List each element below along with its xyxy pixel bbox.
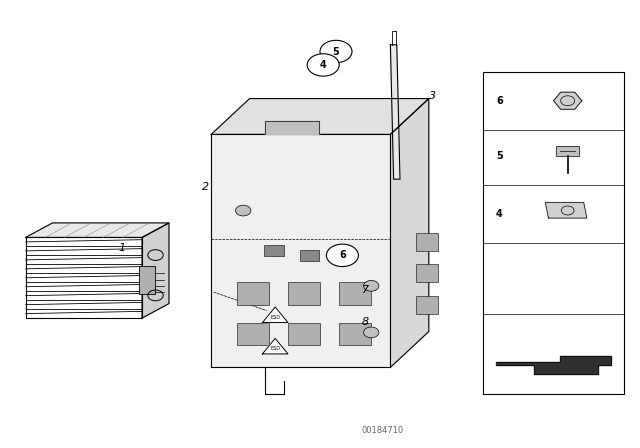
Polygon shape: [26, 223, 169, 237]
Text: ESD: ESD: [270, 346, 280, 351]
Text: 7: 7: [362, 285, 369, 295]
Bar: [139, 266, 155, 294]
Bar: [237, 282, 269, 305]
Circle shape: [320, 40, 352, 63]
Bar: [416, 233, 438, 251]
Circle shape: [364, 280, 379, 291]
Circle shape: [307, 54, 339, 76]
Circle shape: [326, 244, 358, 267]
Polygon shape: [142, 223, 169, 318]
Bar: [237, 323, 269, 345]
Polygon shape: [262, 307, 288, 323]
Bar: [264, 245, 284, 256]
Polygon shape: [496, 356, 611, 374]
Text: 4: 4: [496, 209, 503, 219]
Bar: [288, 282, 320, 305]
Text: 2: 2: [202, 182, 209, 192]
Bar: [416, 296, 438, 314]
Polygon shape: [211, 99, 429, 134]
Text: 00184710: 00184710: [362, 426, 404, 435]
Polygon shape: [262, 338, 288, 354]
Bar: [300, 250, 319, 261]
Text: 1: 1: [118, 243, 125, 253]
Text: 3: 3: [429, 90, 436, 100]
Text: 4: 4: [320, 60, 326, 70]
Polygon shape: [265, 121, 319, 134]
Text: 5: 5: [496, 151, 503, 161]
Bar: [483, 72, 624, 394]
Polygon shape: [390, 99, 429, 367]
Bar: [339, 282, 371, 305]
Text: ESD: ESD: [270, 314, 280, 320]
Circle shape: [364, 327, 379, 338]
Text: 6: 6: [496, 96, 503, 106]
Text: 6: 6: [339, 250, 346, 260]
Polygon shape: [390, 45, 400, 179]
Polygon shape: [545, 202, 587, 218]
Bar: [556, 146, 579, 155]
Bar: [288, 323, 320, 345]
Bar: [416, 264, 438, 282]
Bar: [339, 323, 371, 345]
Polygon shape: [554, 92, 582, 109]
Polygon shape: [211, 134, 390, 367]
Text: 5: 5: [333, 47, 339, 56]
Text: 8: 8: [362, 317, 369, 327]
Circle shape: [236, 205, 251, 216]
